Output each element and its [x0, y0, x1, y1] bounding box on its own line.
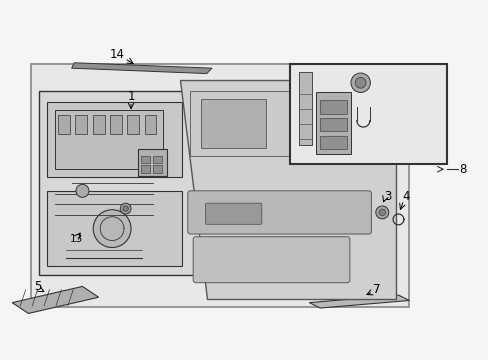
Text: 6: 6 — [150, 152, 157, 165]
Bar — [141, 165, 150, 173]
Text: 3: 3 — [383, 190, 390, 203]
Text: 11: 11 — [324, 153, 337, 163]
Circle shape — [122, 206, 128, 211]
Circle shape — [120, 203, 131, 214]
Polygon shape — [298, 72, 311, 145]
Polygon shape — [71, 63, 212, 73]
Bar — [127, 115, 139, 134]
FancyBboxPatch shape — [31, 64, 408, 307]
Bar — [141, 156, 150, 163]
Bar — [58, 115, 70, 134]
FancyBboxPatch shape — [193, 237, 349, 283]
FancyBboxPatch shape — [138, 149, 167, 176]
Text: 2: 2 — [114, 214, 121, 227]
Circle shape — [354, 77, 366, 88]
Bar — [75, 115, 87, 134]
FancyBboxPatch shape — [290, 64, 446, 164]
FancyBboxPatch shape — [47, 102, 182, 177]
Circle shape — [378, 209, 385, 216]
Polygon shape — [12, 287, 99, 314]
Text: 13: 13 — [69, 234, 82, 244]
Text: 7: 7 — [372, 283, 380, 296]
Bar — [144, 115, 156, 134]
Text: 5: 5 — [34, 280, 42, 293]
Circle shape — [350, 73, 369, 93]
Text: 12: 12 — [296, 68, 309, 78]
FancyBboxPatch shape — [187, 191, 371, 234]
Bar — [320, 118, 346, 131]
FancyBboxPatch shape — [316, 93, 350, 154]
Text: 9: 9 — [351, 67, 358, 80]
Circle shape — [93, 210, 131, 248]
Bar — [152, 165, 162, 173]
FancyBboxPatch shape — [39, 91, 201, 275]
Text: 4: 4 — [402, 190, 409, 203]
Circle shape — [76, 184, 89, 197]
FancyBboxPatch shape — [55, 110, 163, 169]
FancyBboxPatch shape — [47, 191, 182, 266]
Text: 1: 1 — [127, 90, 135, 103]
FancyBboxPatch shape — [190, 91, 368, 156]
Bar — [110, 115, 122, 134]
Bar — [320, 100, 346, 113]
Bar — [152, 156, 162, 163]
Text: 8: 8 — [459, 163, 466, 176]
Bar — [320, 136, 346, 149]
Circle shape — [375, 206, 388, 219]
Text: 14: 14 — [110, 48, 125, 60]
FancyBboxPatch shape — [201, 99, 265, 148]
Bar — [93, 115, 104, 134]
Polygon shape — [309, 295, 408, 308]
FancyBboxPatch shape — [205, 203, 261, 224]
Text: 10: 10 — [405, 112, 418, 122]
Polygon shape — [179, 80, 395, 299]
